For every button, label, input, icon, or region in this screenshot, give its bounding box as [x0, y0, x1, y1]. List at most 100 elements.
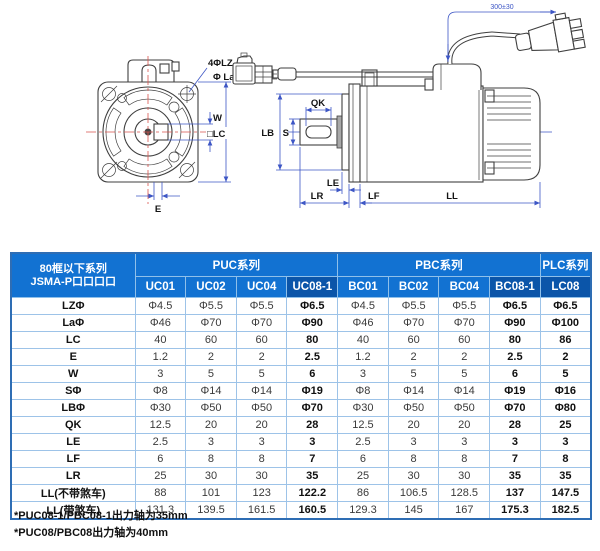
value-cell: 2.5 [286, 348, 339, 366]
value-cell: 35 [489, 467, 541, 485]
value-cell: 5 [387, 365, 440, 383]
value-cell: 3 [286, 433, 339, 451]
value-cell: Φ14 [387, 382, 440, 400]
value-cell: 160.5 [286, 501, 339, 520]
value-cell: 5 [235, 365, 288, 383]
connector-right [514, 12, 586, 53]
value-cell: Φ5.5 [185, 297, 237, 315]
value-cell: Φ50 [235, 399, 288, 417]
value-cell: 2 [185, 348, 237, 366]
value-cell: 40 [134, 331, 187, 349]
footnote-1: *PUC08-1/PBC08-1出力轴为35mm [14, 510, 188, 522]
value-cell: Φ70 [235, 314, 288, 332]
value-cell: 106.5 [387, 484, 440, 502]
value-cell: 2.5 [134, 433, 187, 451]
table-row: LR 25 30 30 35 25 30 30 35 35 [10, 467, 592, 485]
table-row: LE 2.5 3 3 3 2.5 3 3 3 3 [10, 433, 592, 451]
dim-label-flange-square: □LC [207, 129, 226, 140]
value-cell: 40 [337, 331, 389, 349]
dim-label-keyway-length: QK [311, 98, 325, 109]
value-cell: 1.2 [337, 348, 389, 366]
table-body: LZΦ Φ4.5 Φ5.5 Φ5.5 Φ6.5 Φ4.5 Φ5.5 Φ5.5 Φ6.5 Φ6.5 L… [10, 297, 592, 520]
value-cell: 28 [489, 416, 541, 434]
table-row: LL(不带煞车) 88 101 123 122.2 86 106.5 128.5 137 147.… [10, 484, 592, 502]
value-cell: Φ70 [438, 314, 491, 332]
motor-body [359, 85, 484, 183]
table-row: SΦ Φ8 Φ14 Φ14 Φ19 Φ8 Φ14 Φ14 Φ19 Φ16 [10, 382, 592, 400]
value-cell: 88 [134, 484, 187, 502]
value-cell: 8 [235, 450, 288, 468]
value-cell: Φ14 [235, 382, 288, 400]
value-cell: 175.3 [489, 501, 541, 520]
value-cell: 20 [235, 416, 288, 434]
value-cell: Φ46 [337, 314, 389, 332]
value-cell: 20 [438, 416, 491, 434]
value-cell: 30 [185, 467, 237, 485]
value-cell: 2 [539, 348, 592, 366]
value-cell: 137 [489, 484, 541, 502]
table-row: QK 12.5 20 20 28 12.5 20 20 28 25 [10, 416, 592, 434]
value-cell: 20 [387, 416, 440, 434]
value-cell: 25 [134, 467, 187, 485]
row-label-cell: LF [10, 450, 136, 468]
value-cell: 8 [185, 450, 237, 468]
value-cell: 60 [235, 331, 288, 349]
column-header-cell: BC01 [337, 276, 389, 298]
table-head: 80框以下系列 JSMA-P口口口口 PUC系列 PBC系列 PLC系列 UC01 U… [10, 252, 592, 298]
value-cell: 80 [286, 331, 339, 349]
row-label-cell: QK [10, 416, 136, 434]
row-label-cell: LZΦ [10, 297, 136, 315]
column-header-cell: UC08-1 [286, 276, 339, 298]
row-label-cell: LaΦ [10, 314, 136, 332]
dimension-table: 80框以下系列 JSMA-P口口口口 PUC系列 PBC系列 PLC系列 UC01 U… [10, 252, 592, 520]
row-label-cell: SΦ [10, 382, 136, 400]
value-cell: Φ4.5 [134, 297, 187, 315]
dim-label-boss-dia: Φ La [213, 72, 235, 83]
table-row: LBΦ Φ30 Φ50 Φ50 Φ70 Φ30 Φ50 Φ50 Φ70 Φ80 [10, 399, 592, 417]
value-cell: 86 [539, 331, 592, 349]
value-cell: 12.5 [134, 416, 187, 434]
model-code-label: JSMA-P口口口口 [30, 275, 117, 288]
value-cell: 2.5 [337, 433, 389, 451]
value-cell: Φ6.5 [539, 297, 592, 315]
value-cell: Φ19 [489, 382, 541, 400]
value-cell: Φ16 [539, 382, 592, 400]
value-cell: 2.5 [489, 348, 541, 366]
value-cell: Φ90 [489, 314, 541, 332]
value-cell: 7 [286, 450, 339, 468]
value-cell: 30 [235, 467, 288, 485]
value-cell: 30 [438, 467, 491, 485]
value-cell: 25 [539, 416, 592, 434]
row-label-cell: LC [10, 331, 136, 349]
value-cell: 60 [438, 331, 491, 349]
cable-right [447, 31, 521, 65]
side-view: 300±30 QK S LB [232, 4, 586, 208]
value-cell: Φ50 [387, 399, 440, 417]
rear-cap [482, 87, 541, 181]
dim-label-flange-step: LE [327, 178, 339, 189]
value-cell: 122.2 [286, 484, 339, 502]
value-cell: 182.5 [539, 501, 592, 520]
value-cell: Φ46 [134, 314, 187, 332]
value-cell: Φ70 [286, 399, 339, 417]
value-cell: 139.5 [185, 501, 237, 520]
dim-label-shaft-length: LR [311, 191, 324, 202]
value-cell: Φ5.5 [387, 297, 440, 315]
dim-label-pilot-dia: LB [261, 128, 274, 139]
row-label-cell: LBΦ [10, 399, 136, 417]
table-row: E 1.2 2 2 2.5 1.2 2 2 2.5 2 [10, 348, 592, 366]
keyway-side [305, 125, 332, 139]
value-cell: 28 [286, 416, 339, 434]
value-cell: 7 [489, 450, 541, 468]
value-cell: 5 [185, 365, 237, 383]
row-label-cell: LL(带煞车) [10, 501, 136, 520]
column-header-cell: BC08-1 [489, 276, 541, 298]
value-cell: 2 [438, 348, 491, 366]
value-cell: 8 [387, 450, 440, 468]
value-cell: 80 [489, 331, 541, 349]
value-cell: 3 [337, 365, 389, 383]
column-header-cell: UC02 [185, 276, 237, 298]
group-header-row: 80框以下系列 JSMA-P口口口口 PUC系列 PBC系列 PLC系列 [10, 252, 592, 298]
